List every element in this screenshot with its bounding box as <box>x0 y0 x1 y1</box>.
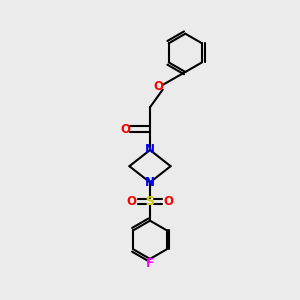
Text: O: O <box>120 123 130 136</box>
Text: N: N <box>145 176 155 189</box>
Text: F: F <box>146 257 154 271</box>
Text: N: N <box>145 143 155 157</box>
Text: O: O <box>127 195 137 208</box>
Text: S: S <box>146 195 154 208</box>
Text: O: O <box>163 195 173 208</box>
Text: O: O <box>154 80 164 93</box>
